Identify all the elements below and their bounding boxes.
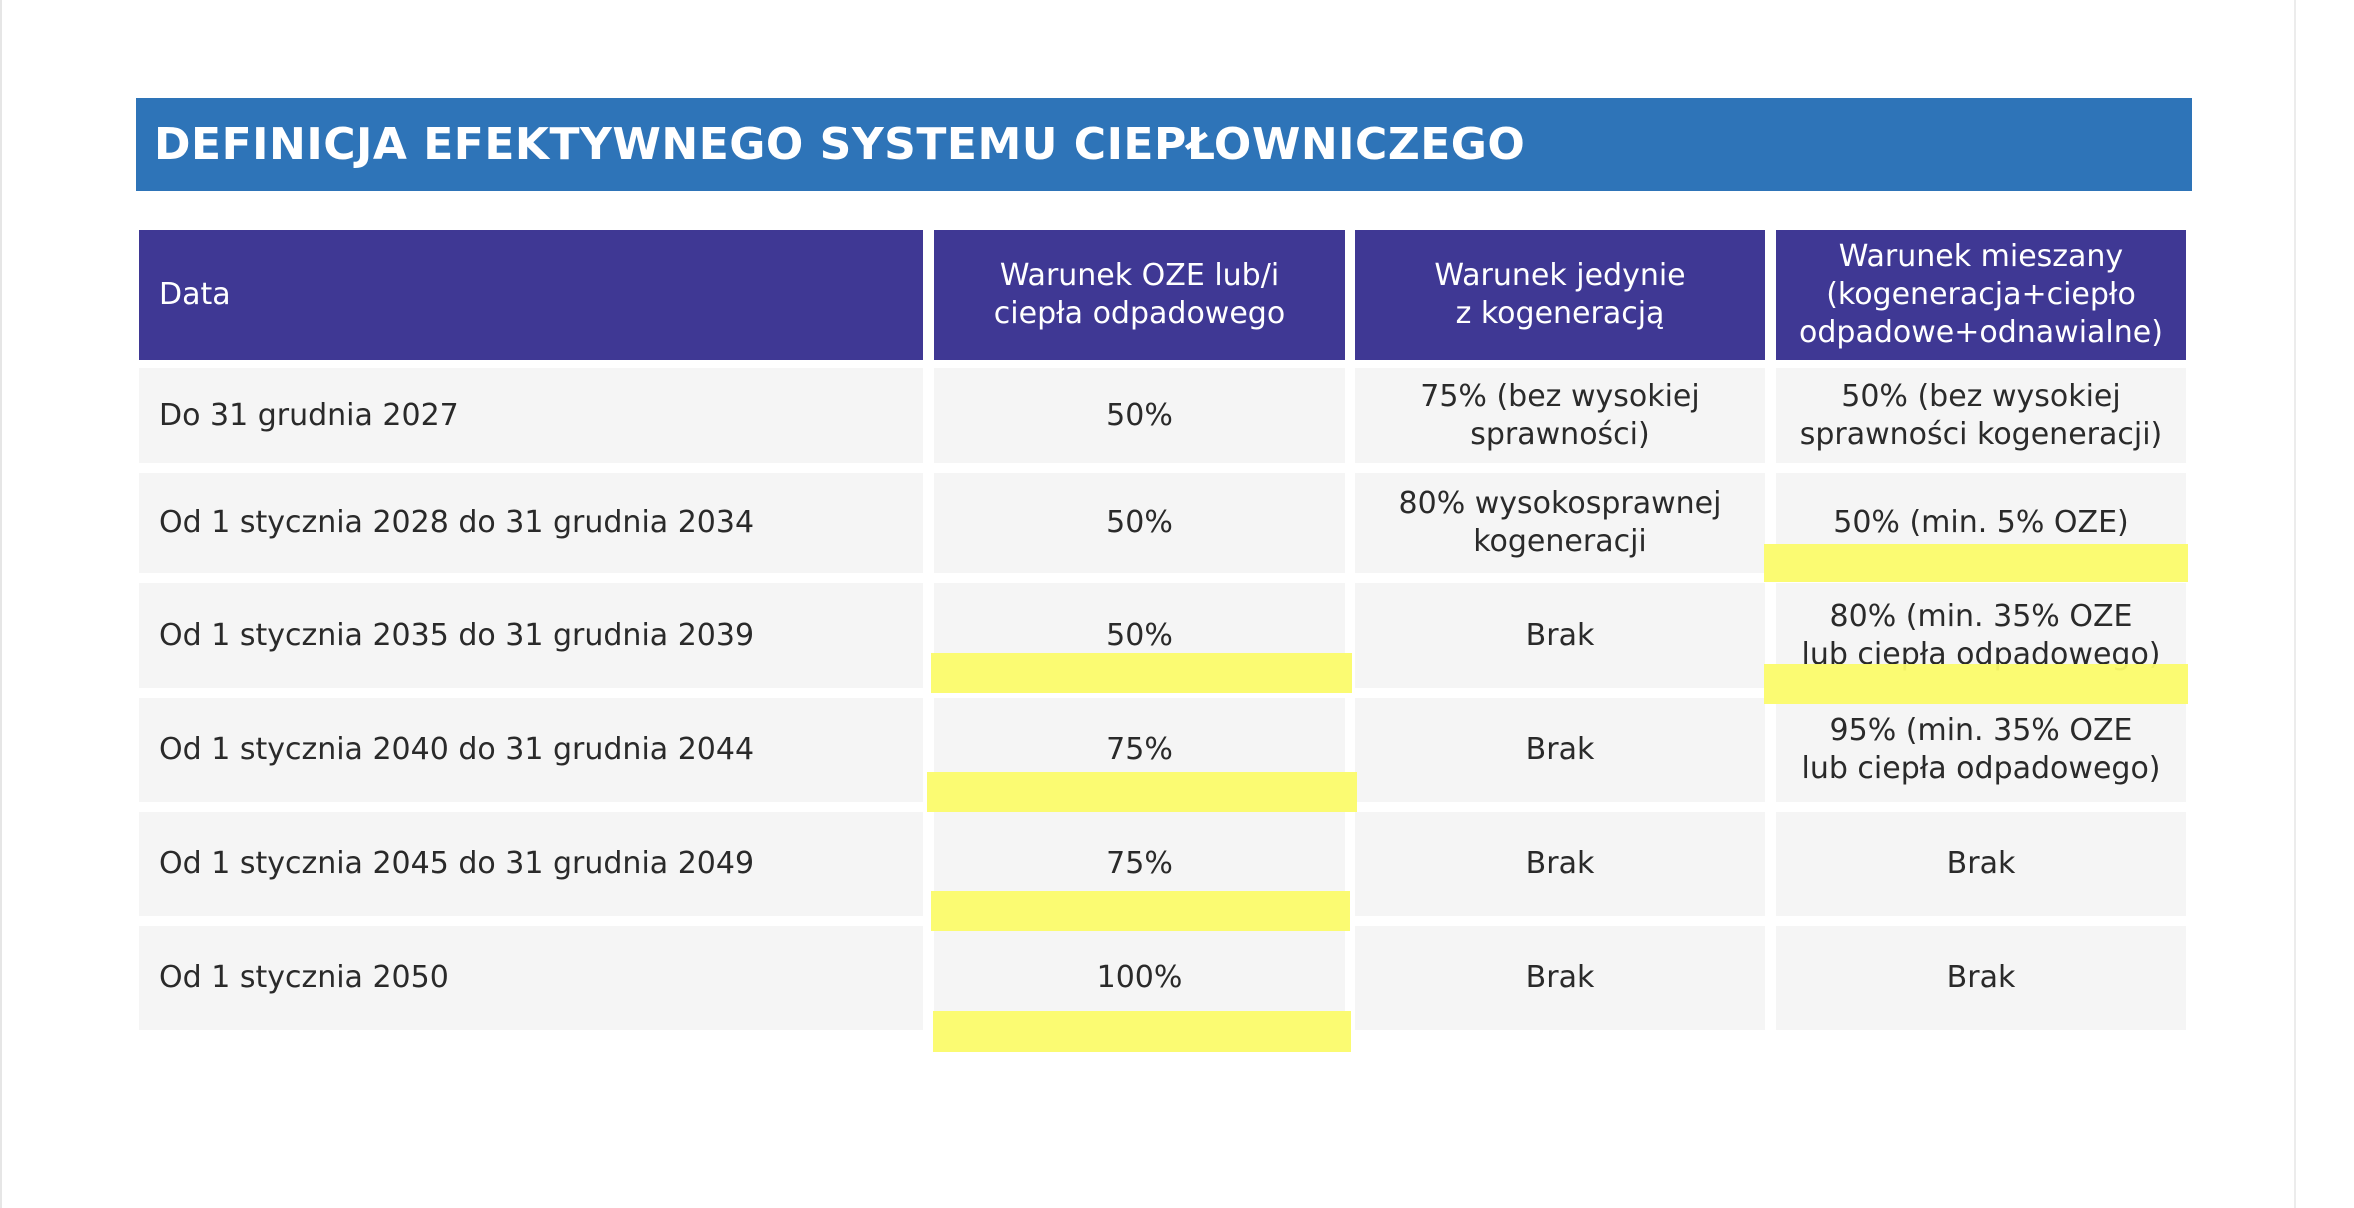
table-cell-oze: 50% [934, 473, 1345, 573]
table-cell-date: Od 1 stycznia 2035 do 31 grudnia 2039 [139, 583, 923, 688]
cell-text: Brak [1525, 846, 1595, 881]
cell-text: Brak [1525, 732, 1595, 767]
cell-text: 80% (min. 35% OZE lub ciepła odpadowego) [1801, 598, 2161, 672]
page-title: DEFINICJA EFEKTYWNEGO SYSTEMU CIEPŁOWNIC… [154, 119, 1526, 170]
slide-right-edge [2294, 0, 2296, 1208]
cell-text: 50% [1106, 617, 1173, 653]
cell-text: Brak [1525, 960, 1595, 995]
highlight-mark [931, 653, 1352, 693]
table-cell-cogeneration: 75% (bez wysokiej sprawności) [1355, 368, 1765, 463]
cell-text: 50% [1106, 505, 1173, 540]
table-cell-date: Od 1 stycznia 2028 do 31 grudnia 2034 [139, 473, 923, 573]
table-cell-date: Od 1 stycznia 2045 do 31 grudnia 2049 [139, 812, 923, 916]
cell-text: Brak [1946, 960, 2016, 995]
table-cell-cogeneration: Brak [1355, 698, 1765, 802]
table-cell-cogeneration: Brak [1355, 926, 1765, 1030]
cell-text: 75% [1106, 732, 1173, 767]
cell-text: Od 1 stycznia 2045 do 31 grudnia 2049 [159, 846, 755, 881]
cell-text: Od 1 stycznia 2040 do 31 grudnia 2044 [159, 732, 755, 767]
header-label: Warunek OZE lub/i ciepła odpadowego [993, 258, 1286, 331]
cell-text: 100% [1096, 960, 1183, 995]
highlight-mark [927, 772, 1357, 812]
table-cell-date: Do 31 grudnia 2027 [139, 368, 923, 463]
table-cell-oze: 50% [934, 368, 1345, 463]
cell-text: 50% (min. 5% OZE) [1833, 505, 2129, 540]
table-cell-mixed: 95% (min. 35% OZE lub ciepła odpadowego) [1776, 698, 2186, 802]
highlight-mark [933, 1011, 1351, 1052]
table-cell-mixed: Brak [1776, 926, 2186, 1030]
header-label: Warunek jedynie z kogeneracją [1434, 258, 1686, 331]
cell-text: 95% (min. 35% OZE lub ciepła odpadowego) [1801, 713, 2161, 786]
table-cell-cogeneration: Brak [1355, 812, 1765, 916]
title-banner: DEFINICJA EFEKTYWNEGO SYSTEMU CIEPŁOWNIC… [136, 98, 2192, 191]
highlight-mark [1764, 544, 2188, 582]
table-header-oze: Warunek OZE lub/i ciepła odpadowego [934, 230, 1345, 360]
table-cell-mixed: 50% (bez wysokiej sprawności kogeneracji… [1776, 368, 2186, 463]
cell-text: Do 31 grudnia 2027 [159, 397, 459, 433]
highlight-mark [1764, 664, 2188, 704]
header-label: Data [159, 277, 231, 312]
header-label: Warunek mieszany (kogeneracja+ciepło odp… [1799, 239, 2163, 350]
cell-text: 80% wysokosprawnej kogeneracji [1398, 486, 1722, 559]
table-cell-cogeneration: Brak [1355, 583, 1765, 688]
table-header-date: Data [139, 230, 923, 360]
cell-text: Od 1 stycznia 2050 [159, 960, 449, 995]
table-cell-date: Od 1 stycznia 2040 do 31 grudnia 2044 [139, 698, 923, 802]
table-header-cogeneration: Warunek jedynie z kogeneracją [1355, 230, 1765, 360]
cell-text: 50% (bez wysokiej sprawności kogeneracji… [1799, 378, 2163, 452]
cell-text: Od 1 stycznia 2028 do 31 grudnia 2034 [159, 505, 755, 540]
table-header-mixed: Warunek mieszany (kogeneracja+ciepło odp… [1776, 230, 2186, 360]
cell-text: Od 1 stycznia 2035 do 31 grudnia 2039 [159, 617, 755, 653]
highlight-mark [931, 891, 1350, 931]
slide-left-edge [0, 0, 2, 1208]
cell-text: 50% [1106, 397, 1173, 433]
cell-text: Brak [1525, 617, 1595, 653]
table-cell-date: Od 1 stycznia 2050 [139, 926, 923, 1030]
cell-text: 75% [1106, 846, 1173, 881]
table-cell-mixed: Brak [1776, 812, 2186, 916]
cell-text: 75% (bez wysokiej sprawności) [1420, 378, 1700, 452]
cell-text: Brak [1946, 846, 2016, 881]
table-cell-cogeneration: 80% wysokosprawnej kogeneracji [1355, 473, 1765, 573]
